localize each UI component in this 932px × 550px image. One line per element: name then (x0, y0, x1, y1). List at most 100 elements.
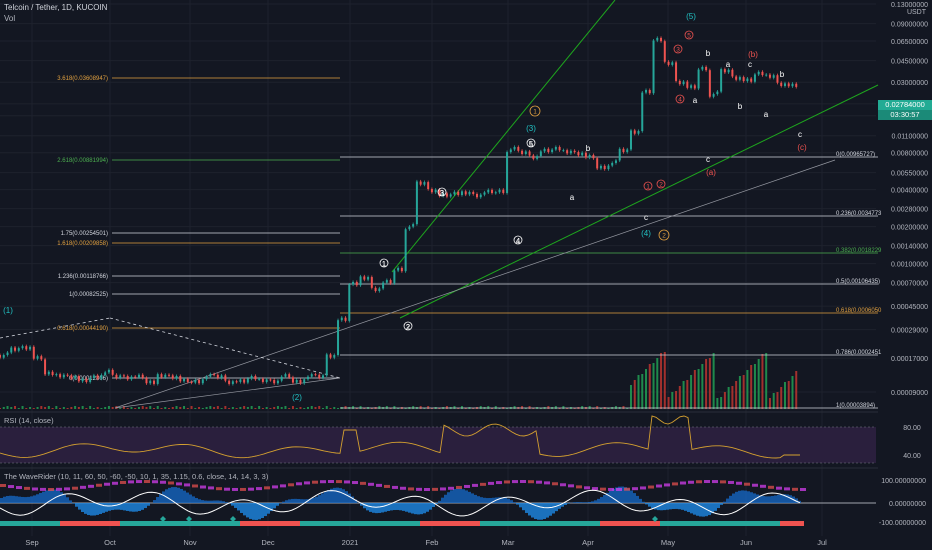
waverider-signal-strip (300, 521, 306, 526)
waverider-cloud (576, 485, 582, 489)
volume-bar (757, 359, 760, 409)
price-tick-label: 0.00045000 (891, 304, 928, 311)
waverider-bar (720, 503, 723, 505)
waverider-signal-strip (474, 521, 480, 526)
candle-body (412, 224, 415, 227)
waverider-bar (411, 503, 414, 514)
candle-body (66, 374, 69, 376)
candle-body (280, 376, 283, 381)
waverider-bar (612, 488, 615, 503)
volume-bar (667, 397, 670, 409)
waverider-signal-strip (540, 521, 546, 526)
waverider-bar (225, 502, 228, 503)
volume-bar (487, 406, 490, 409)
waverider-bar (420, 503, 423, 515)
waverider-bar (255, 503, 258, 520)
waverider-signal-strip (438, 521, 444, 526)
waverider-cloud (440, 487, 446, 491)
candle-body (637, 131, 640, 134)
waverider-bar (780, 494, 783, 503)
volume-bar (156, 406, 159, 409)
candle-body (393, 270, 396, 284)
wave-label: a (570, 193, 575, 202)
waverider-bar (144, 503, 147, 509)
volume-bar (393, 406, 396, 409)
volume-bar (306, 407, 309, 409)
waverider-bar (348, 493, 351, 503)
waverider-bar (732, 493, 735, 503)
candle-body (359, 276, 362, 286)
waverider-cloud (128, 480, 134, 484)
waverider-cloud (8, 485, 14, 489)
waverider-cloud (32, 487, 38, 491)
price-tick-label: 0.00280000 (891, 207, 928, 214)
volume-bar (220, 408, 223, 409)
candle-body (607, 165, 610, 170)
candle-body (573, 150, 576, 153)
volume-bar (693, 370, 696, 409)
waverider-signal-strip (90, 521, 96, 526)
waverider-cloud (784, 487, 790, 491)
candle-body (344, 317, 347, 321)
fib-label-left: 0(0.00012806) (69, 376, 108, 382)
waverider-signal-strip (114, 521, 120, 526)
waverider-signal-strip (222, 521, 228, 526)
volume-bar (731, 386, 734, 409)
candle-body (727, 69, 730, 73)
volume-bar (690, 375, 693, 409)
waverider-bar (735, 491, 738, 503)
candle-body (618, 148, 621, 161)
candle-body (70, 375, 73, 379)
waverider-bar (384, 503, 387, 512)
candle-body (134, 376, 137, 378)
waverider-bar (534, 503, 537, 519)
volume-bar (314, 407, 317, 409)
volume-bar (85, 408, 88, 409)
waverider-bar (540, 503, 543, 520)
candle-body (385, 280, 388, 283)
wave-label: b (706, 49, 711, 58)
volume-bar (235, 408, 238, 409)
volume-bar (765, 353, 768, 409)
price-tick-label: 0.01100000 (892, 134, 929, 141)
candle-body (209, 374, 212, 377)
candle-body (438, 189, 441, 196)
waverider-bar (639, 498, 642, 503)
waverider-bar (621, 486, 624, 503)
time-axis[interactable]: Sep Oct Nov Dec 2021 Feb Mar Apr May Jun Jul (25, 538, 827, 547)
wave-circle-label: 5 (687, 33, 691, 40)
waverider-signal-strip (6, 521, 12, 526)
waverider-cloud (656, 484, 662, 488)
waverider-bar (165, 489, 168, 503)
waverider-signal-strip (234, 521, 240, 526)
waverider-bar (372, 503, 375, 513)
waverider-bar (654, 503, 657, 510)
candle-body (457, 191, 460, 196)
waverider-bar (375, 503, 378, 514)
price-tick-label: 0.00029000 (891, 328, 928, 335)
waverider-cloud (704, 480, 710, 484)
candle-body (603, 165, 606, 170)
candle-body (216, 374, 219, 378)
waverider-bar (426, 503, 429, 512)
trendlines[interactable] (0, 0, 879, 409)
waverider-bar (555, 503, 558, 512)
candle-body (355, 281, 358, 286)
candle-body (235, 381, 238, 383)
candle-body (126, 376, 129, 380)
volume-bar (682, 381, 685, 409)
waverider-diamond-marker (652, 516, 658, 522)
waverider-signal-strip (216, 521, 222, 526)
waverider-cloud (96, 483, 102, 487)
candle-body (130, 376, 133, 380)
waverider-bar (363, 503, 366, 509)
candle-body (62, 374, 65, 378)
waverider-cloud (592, 487, 598, 491)
candle-body (374, 287, 377, 292)
candle-body (776, 75, 779, 83)
candle-body (258, 378, 261, 380)
waverider-bar (423, 503, 426, 514)
waverider-diamond-marker (186, 516, 192, 522)
candle-body (577, 152, 580, 156)
